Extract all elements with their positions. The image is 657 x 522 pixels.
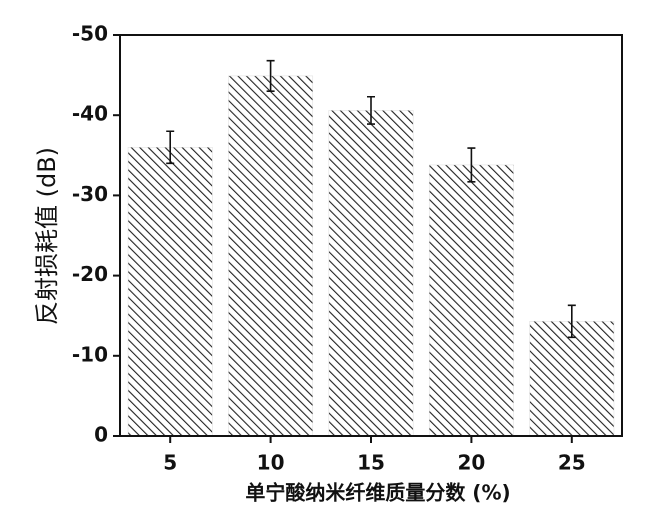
bar: [530, 321, 614, 436]
bar: [228, 76, 312, 436]
y-axis-label: 反射损耗值 (dB): [33, 147, 61, 325]
x-tick-label: 20: [457, 451, 485, 475]
x-axis-label: 单宁酸纳米纤维质量分数 (%): [245, 481, 510, 505]
bar: [429, 165, 513, 436]
bar: [329, 110, 413, 436]
y-tick-label: -50: [72, 22, 108, 46]
x-tick-label: 5: [163, 451, 177, 475]
x-tick-label: 15: [357, 451, 385, 475]
y-tick-label: -40: [72, 102, 108, 126]
x-tick-label: 25: [558, 451, 586, 475]
y-tick-label: -20: [72, 262, 108, 286]
y-tick-label: -30: [72, 182, 108, 206]
y-tick-label: -10: [72, 342, 108, 366]
y-tick-label: 0: [94, 423, 108, 447]
x-tick-label: 10: [257, 451, 285, 475]
bar: [128, 147, 212, 436]
